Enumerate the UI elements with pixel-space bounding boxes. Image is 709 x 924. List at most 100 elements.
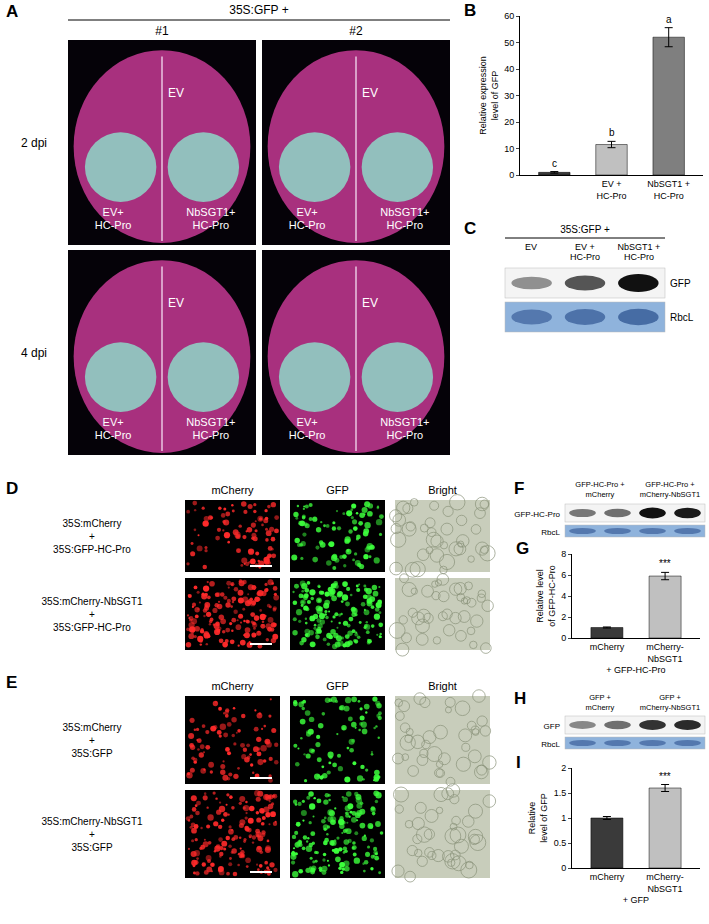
svg-text:0.5: 0.5 [554, 838, 567, 848]
svg-text:B: B [464, 1, 476, 20]
svg-text:EV: EV [168, 86, 184, 100]
svg-text:mCherry-NbSGT1: mCherry-NbSGT1 [640, 490, 700, 499]
svg-text:HC-Pro: HC-Pro [624, 252, 654, 262]
svg-text:mCherry: mCherry [211, 484, 254, 496]
svg-text:RbcL: RbcL [541, 528, 560, 537]
svg-text:H: H [514, 689, 526, 708]
svg-text:+ GFP-HC-Pro: + GFP-HC-Pro [606, 665, 665, 675]
svg-text:EV+: EV+ [297, 206, 318, 218]
svg-text:HC-Pro: HC-Pro [95, 219, 132, 231]
svg-text:+: + [89, 829, 95, 840]
svg-text:EV+: EV+ [103, 416, 124, 428]
svg-text:4 dpi: 4 dpi [21, 346, 47, 360]
svg-text:mCherry: mCherry [590, 642, 625, 652]
svg-text:2 dpi: 2 dpi [21, 136, 47, 150]
svg-text:GFP-HC-Pro: GFP-HC-Pro [514, 510, 560, 519]
svg-text:35S:mCherry-NbSGT1: 35S:mCherry-NbSGT1 [41, 816, 143, 827]
svg-text:GFP +: GFP + [659, 693, 681, 702]
svg-text:HC-Pro: HC-Pro [193, 219, 230, 231]
svg-text:GFP: GFP [326, 484, 349, 496]
svg-text:c: c [552, 158, 557, 169]
svg-text:0: 0 [509, 170, 514, 180]
svg-text:NbSGT1 +HC-Pro: NbSGT1 +HC-Pro [647, 179, 690, 201]
svg-text:D: D [6, 479, 18, 498]
svg-text:***: *** [659, 771, 671, 782]
svg-text:mCherry: mCherry [586, 490, 615, 499]
svg-text:F: F [514, 479, 524, 498]
svg-text:EV: EV [362, 86, 378, 100]
svg-text:Relative expressionlevel of GF: Relative expressionlevel of GFP [478, 56, 500, 135]
svg-text:GFP: GFP [670, 278, 691, 289]
svg-text:EV+: EV+ [103, 206, 124, 218]
svg-text:60: 60 [504, 11, 514, 21]
svg-text:Bright: Bright [428, 680, 457, 692]
svg-text:HC-Pro: HC-Pro [289, 429, 326, 441]
svg-text:35S:GFP +: 35S:GFP + [229, 3, 288, 17]
svg-text:35S:mCherry: 35S:mCherry [63, 518, 122, 529]
svg-text:40: 40 [504, 64, 514, 74]
svg-text:50: 50 [504, 38, 514, 48]
svg-text:NbSGT1+: NbSGT1+ [380, 206, 429, 218]
svg-text:GFP-HC-Pro +: GFP-HC-Pro + [645, 480, 695, 489]
svg-text:6: 6 [561, 570, 566, 580]
svg-text:GFP: GFP [544, 722, 560, 731]
svg-text:mCherry: mCherry [586, 703, 615, 712]
svg-text:1: 1 [561, 813, 566, 823]
svg-text:HC-Pro: HC-Pro [193, 429, 230, 441]
svg-text:***: *** [659, 558, 671, 569]
svg-text:a: a [666, 14, 672, 25]
svg-text:EV +HC-Pro: EV +HC-Pro [596, 179, 626, 201]
svg-text:NbSGT1+: NbSGT1+ [186, 206, 235, 218]
svg-text:#2: #2 [349, 24, 363, 38]
svg-text:35S:GFP-HC-Pro: 35S:GFP-HC-Pro [53, 544, 131, 555]
svg-text:Relativelevel of GFP: Relativelevel of GFP [527, 793, 549, 843]
svg-text:E: E [6, 673, 17, 692]
svg-text:NbSGT1 +: NbSGT1 + [618, 242, 661, 252]
svg-text:EV+: EV+ [297, 416, 318, 428]
svg-text:RbcL: RbcL [670, 312, 694, 323]
svg-text:RbcL: RbcL [541, 740, 560, 749]
svg-text:35S:GFP: 35S:GFP [71, 842, 112, 853]
svg-text:HC-Pro: HC-Pro [387, 219, 424, 231]
svg-text:mCherry: mCherry [211, 680, 254, 692]
svg-text:2: 2 [561, 612, 566, 622]
svg-text:GFP +: GFP + [589, 693, 611, 702]
svg-text:+: + [89, 735, 95, 746]
svg-text:+: + [89, 531, 95, 542]
svg-text:b: b [609, 127, 615, 138]
svg-text:mCherry-NbSGT1: mCherry-NbSGT1 [640, 703, 700, 712]
svg-text:Bright: Bright [428, 484, 457, 496]
svg-text:+ GFP: + GFP [623, 895, 649, 905]
svg-text:35S:GFP-HC-Pro: 35S:GFP-HC-Pro [53, 622, 131, 633]
svg-text:G: G [516, 539, 529, 558]
svg-text:GFP: GFP [326, 680, 349, 692]
svg-text:I: I [516, 753, 521, 772]
svg-text:EV: EV [168, 296, 184, 310]
svg-text:35S:GFP: 35S:GFP [71, 748, 112, 759]
svg-text:1.5: 1.5 [554, 788, 567, 798]
svg-text:C: C [464, 219, 476, 238]
svg-text:NbSGT1+: NbSGT1+ [380, 416, 429, 428]
svg-text:EV: EV [362, 296, 378, 310]
svg-text:#1: #1 [155, 24, 169, 38]
svg-text:HC-Pro: HC-Pro [387, 429, 424, 441]
svg-text:8: 8 [561, 549, 566, 559]
svg-text:20: 20 [504, 117, 514, 127]
svg-text:2: 2 [561, 763, 566, 773]
svg-text:NbSGT1+: NbSGT1+ [186, 416, 235, 428]
svg-text:A: A [6, 2, 18, 21]
svg-text:35S:mCherry-NbSGT1: 35S:mCherry-NbSGT1 [41, 596, 143, 607]
svg-text:0: 0 [561, 863, 566, 873]
svg-text:HC-Pro: HC-Pro [570, 252, 600, 262]
svg-text:0: 0 [561, 633, 566, 643]
svg-text:mCherry-NbSGT1: mCherry-NbSGT1 [646, 872, 684, 894]
svg-text:EV +: EV + [575, 242, 595, 252]
svg-text:mCherry: mCherry [590, 872, 625, 882]
svg-text:10: 10 [504, 144, 514, 154]
svg-text:+: + [89, 609, 95, 620]
svg-text:mCherry-NbSGT1: mCherry-NbSGT1 [646, 642, 684, 664]
svg-text:30: 30 [504, 91, 514, 101]
svg-text:HC-Pro: HC-Pro [289, 219, 326, 231]
svg-text:4: 4 [561, 591, 566, 601]
svg-text:35S:mCherry: 35S:mCherry [63, 722, 122, 733]
